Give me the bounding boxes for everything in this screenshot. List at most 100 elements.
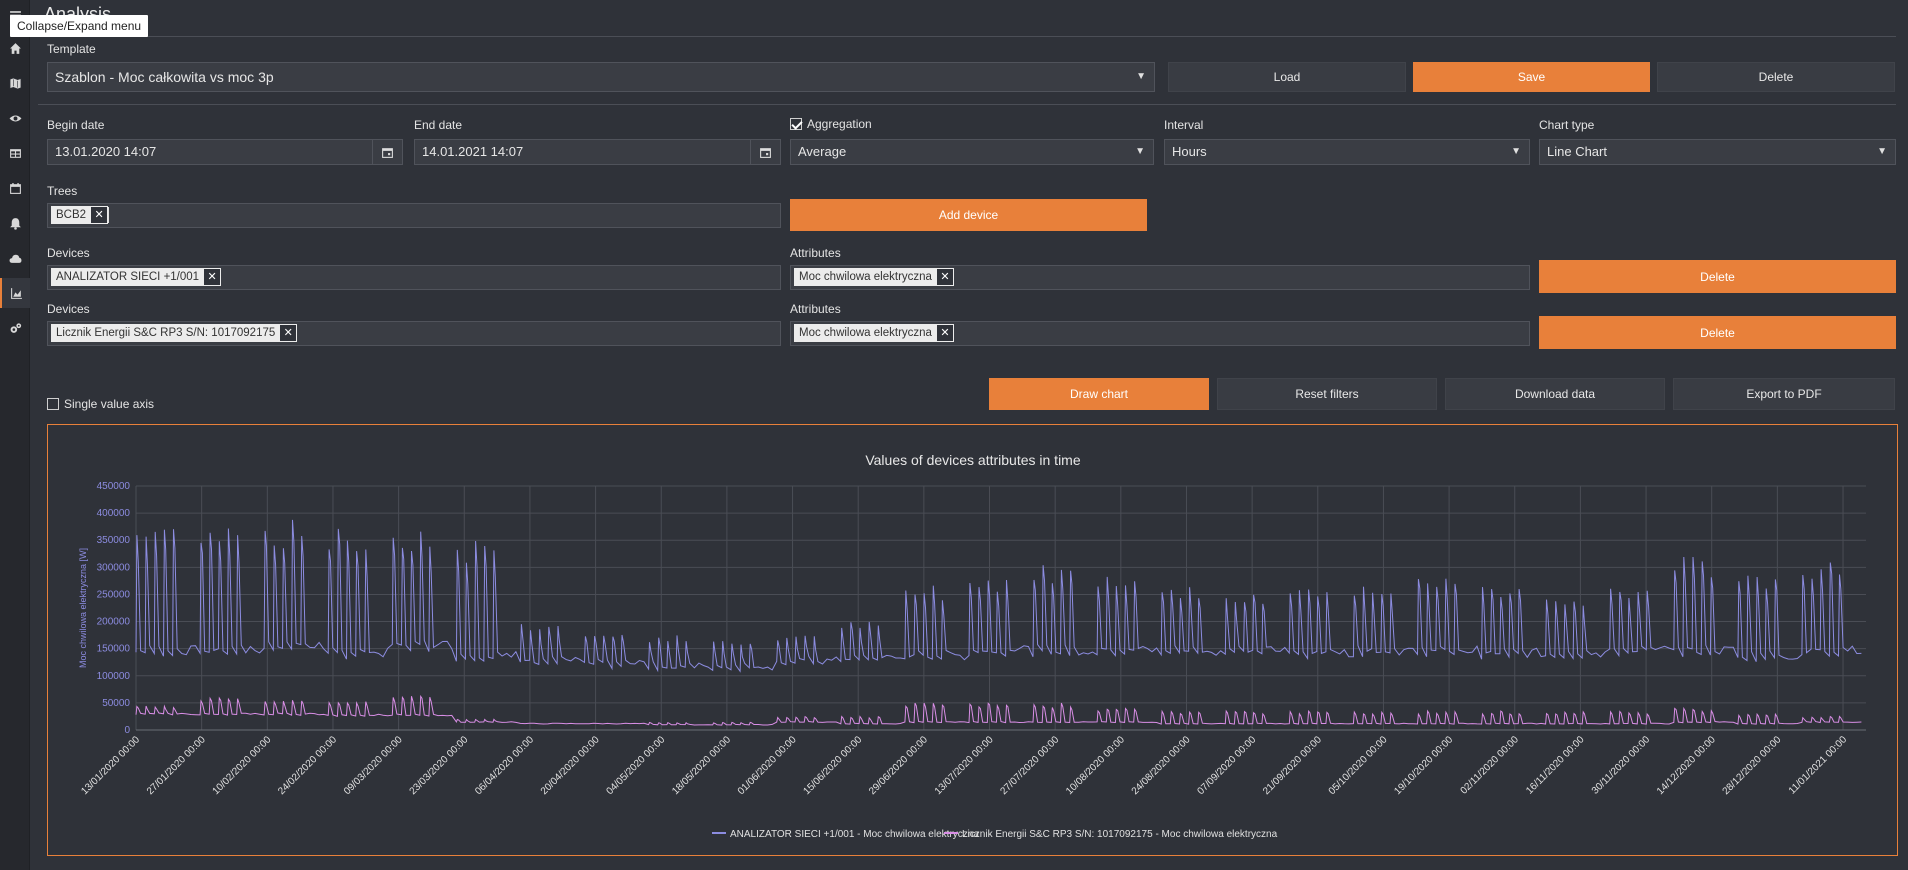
chevron-down-icon: ▼ <box>1877 146 1887 157</box>
y-tick-label: 300000 <box>97 562 131 573</box>
x-tick-label: 10/08/2020 00:00 <box>1064 734 1127 797</box>
begin-date-input[interactable]: 13.01.2020 14:07 <box>47 139 403 165</box>
attributes-label: Attributes <box>790 246 841 260</box>
devices-input[interactable]: ANALIZATOR SIECI +1/001 ✕ <box>47 265 781 290</box>
delete-template-button[interactable]: Delete <box>1657 62 1895 92</box>
add-device-button[interactable]: Add device <box>790 199 1147 231</box>
interval-label: Interval <box>1164 118 1204 132</box>
remove-tag-icon[interactable]: ✕ <box>91 207 108 223</box>
delete-row-button[interactable]: Delete <box>1539 316 1896 349</box>
x-tick-label: 24/08/2020 00:00 <box>1130 734 1193 797</box>
begin-date-value: 13.01.2020 14:07 <box>55 144 157 159</box>
template-divider <box>38 104 1896 105</box>
x-tick-label: 29/06/2020 00:00 <box>867 734 930 797</box>
x-tick-label: 28/12/2020 00:00 <box>1721 734 1784 797</box>
aggregation-value: Average <box>798 144 847 159</box>
chevron-down-icon: ▼ <box>1136 71 1146 82</box>
delete-row-button[interactable]: Delete <box>1539 260 1896 293</box>
devices-label: Devices <box>47 302 90 316</box>
calendar-icon[interactable] <box>0 173 30 203</box>
y-tick-label: 100000 <box>97 671 131 682</box>
template-select-value: Szablon - Moc całkowita vs moc 3p <box>55 69 274 85</box>
y-axis-label: Moc chwilowa elektryczna [W] <box>78 548 88 668</box>
save-template-button[interactable]: Save <box>1413 62 1650 92</box>
remove-tag-icon[interactable]: ✕ <box>280 325 297 341</box>
x-tick-label: 15/06/2020 00:00 <box>801 734 864 797</box>
chart-type-select[interactable]: Line Chart ▼ <box>1539 139 1896 165</box>
sidebar <box>0 0 30 870</box>
x-tick-label: 11/01/2021 00:00 <box>1787 734 1850 797</box>
x-tick-label: 18/05/2020 00:00 <box>670 734 733 797</box>
x-tick-label: 13/01/2020 00:00 <box>79 734 142 797</box>
y-tick-label: 0 <box>124 725 130 736</box>
remove-tag-icon[interactable]: ✕ <box>936 325 953 341</box>
load-template-button[interactable]: Load <box>1168 62 1406 92</box>
aggregation-checkbox[interactable] <box>790 118 802 130</box>
eye-icon[interactable] <box>0 103 30 133</box>
x-tick-label: 14/12/2020 00:00 <box>1655 734 1718 797</box>
attribute-tag: Moc chwilowa elektryczna ✕ <box>794 268 954 286</box>
draw-chart-button[interactable]: Draw chart <box>989 378 1209 410</box>
tree-tag-label: BCB2 <box>56 209 87 221</box>
y-tick-label: 450000 <box>97 481 131 492</box>
x-tick-label: 09/03/2020 00:00 <box>342 734 405 797</box>
x-tick-label: 30/11/2020 00:00 <box>1590 734 1653 797</box>
map-icon[interactable] <box>0 68 30 98</box>
x-tick-label: 01/06/2020 00:00 <box>736 734 799 797</box>
device-tag-label: ANALIZATOR SIECI +1/001 <box>56 271 200 283</box>
chart-icon[interactable] <box>0 278 30 308</box>
device-tag-label: Licznik Energii S&C RP3 S/N: 1017092175 <box>56 327 276 339</box>
cloud-icon[interactable] <box>0 243 30 273</box>
aggregation-select[interactable]: Average ▼ <box>790 139 1154 165</box>
chart-panel: Values of devices attributes in time 0 500… <box>47 424 1898 856</box>
bell-icon[interactable] <box>0 208 30 238</box>
y-tick-label: 250000 <box>97 589 131 600</box>
reset-filters-button[interactable]: Reset filters <box>1217 378 1437 410</box>
attributes-input[interactable]: Moc chwilowa elektryczna ✕ <box>790 265 1530 290</box>
legend-label-series2: Licznik Energii S&C RP3 S/N: 1017092175 … <box>962 829 1278 840</box>
gears-icon[interactable] <box>0 313 30 343</box>
trees-input[interactable]: BCB2 ✕ <box>47 203 781 228</box>
interval-select[interactable]: Hours ▼ <box>1164 139 1530 165</box>
series-licznik-line <box>135 694 1862 726</box>
end-date-label: End date <box>414 118 463 132</box>
download-data-button[interactable]: Download data <box>1445 378 1665 410</box>
aggregation-label: Aggregation <box>807 117 872 131</box>
calendar-icon[interactable] <box>372 139 402 165</box>
x-tick-label: 04/05/2020 00:00 <box>605 734 668 797</box>
devices-input[interactable]: Licznik Energii S&C RP3 S/N: 1017092175 ✕ <box>47 321 781 346</box>
attribute-tag-label: Moc chwilowa elektryczna <box>799 327 932 339</box>
table-icon[interactable] <box>0 138 30 168</box>
x-tick-label: 13/07/2020 00:00 <box>933 734 996 797</box>
text-cursor <box>108 207 109 223</box>
x-tick-label: 02/11/2020 00:00 <box>1459 734 1522 797</box>
x-tick-label: 07/09/2020 00:00 <box>1195 734 1258 797</box>
device-tag: ANALIZATOR SIECI +1/001 ✕ <box>51 268 222 286</box>
attribute-tag: Moc chwilowa elektryczna ✕ <box>794 324 954 342</box>
line-chart: Values of devices attributes in time 0 500… <box>78 452 1866 840</box>
x-tick-label: 21/09/2020 00:00 <box>1261 734 1324 797</box>
chart-type-value: Line Chart <box>1547 144 1607 159</box>
calendar-icon[interactable] <box>750 139 780 165</box>
end-date-input[interactable]: 14.01.2021 14:07 <box>414 139 781 165</box>
x-tick-label: 27/07/2020 00:00 <box>998 734 1061 797</box>
remove-tag-icon[interactable]: ✕ <box>204 269 221 285</box>
export-pdf-button[interactable]: Export to PDF <box>1673 378 1895 410</box>
attribute-tag-label: Moc chwilowa elektryczna <box>799 271 932 283</box>
template-select[interactable]: Szablon - Moc całkowita vs moc 3p ▼ <box>47 62 1155 92</box>
y-tick-label: 200000 <box>97 617 131 628</box>
template-label: Template <box>47 42 96 56</box>
home-icon[interactable] <box>0 33 30 63</box>
attributes-label: Attributes <box>790 302 841 316</box>
device-tag: Licznik Energii S&C RP3 S/N: 1017092175 ✕ <box>51 324 298 342</box>
tree-tag: BCB2 ✕ <box>51 206 109 224</box>
remove-tag-icon[interactable]: ✕ <box>936 269 953 285</box>
attributes-input[interactable]: Moc chwilowa elektryczna ✕ <box>790 321 1530 346</box>
interval-value: Hours <box>1172 144 1207 159</box>
chart-type-label: Chart type <box>1539 118 1595 132</box>
x-tick-label: 19/10/2020 00:00 <box>1392 734 1455 797</box>
end-date-value: 14.01.2021 14:07 <box>422 144 524 159</box>
series-analizator-line <box>135 519 1862 673</box>
x-tick-label: 27/01/2020 00:00 <box>145 734 208 797</box>
single-axis-checkbox[interactable] <box>47 398 59 410</box>
